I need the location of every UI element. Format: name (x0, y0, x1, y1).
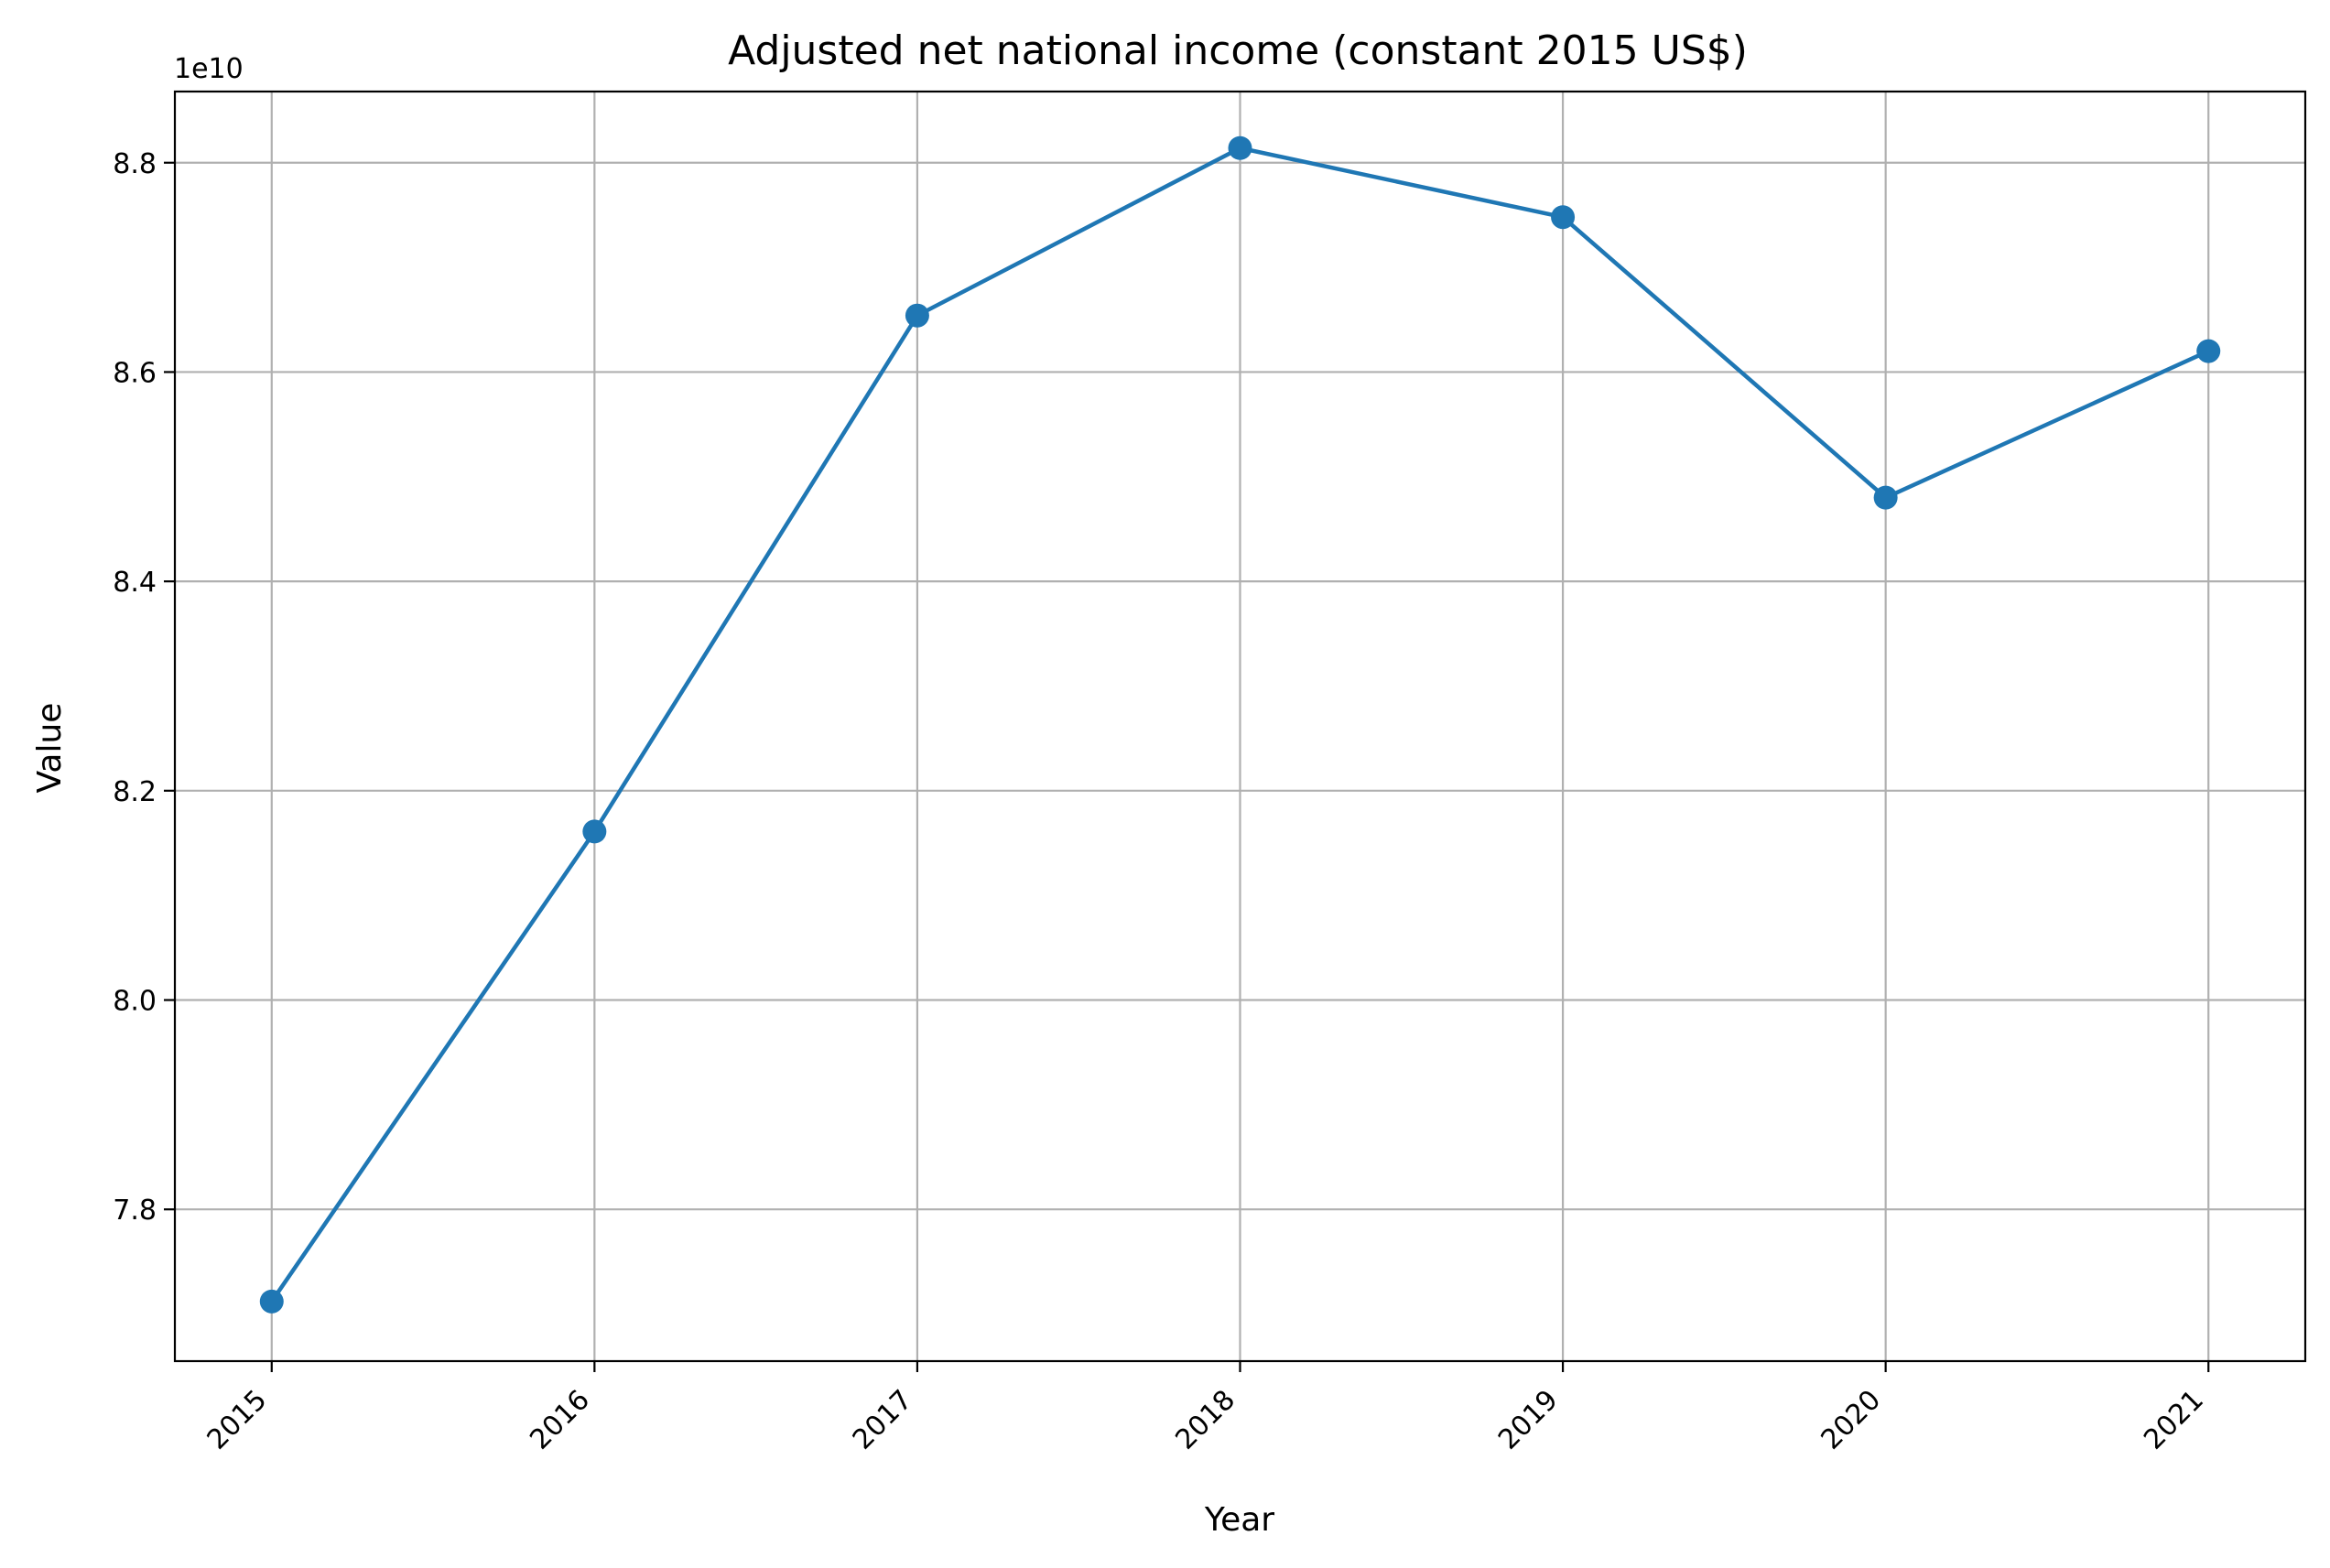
x-tick-label: 2021 (2138, 1384, 2210, 1456)
data-point (582, 819, 607, 844)
x-tick-label: 2017 (847, 1384, 919, 1456)
x-tick-label: 2018 (1169, 1384, 1241, 1456)
x-tick-label: 2020 (1815, 1384, 1888, 1456)
x-tick-label: 2019 (1492, 1384, 1565, 1456)
y-tick-label: 8.6 (113, 357, 157, 389)
data-point (259, 1289, 284, 1314)
axis-ticks: 2015 2016 2017 2018 2019 2020 2021 7.8 8.0 8.2 8.4… (113, 148, 2210, 1456)
y-tick-label: 8.8 (113, 148, 157, 180)
data-point (1873, 485, 1898, 510)
y-tick-label: 8.2 (113, 776, 157, 808)
grid-lines (175, 92, 2305, 1361)
data-series (259, 135, 2221, 1314)
data-point (2196, 339, 2221, 363)
data-point (905, 303, 929, 328)
x-tick-label: 2015 (201, 1384, 274, 1456)
y-tick-label: 8.4 (113, 567, 157, 599)
plot-area-frame (173, 90, 2307, 1363)
y-axis-offset-label: 1e10 (174, 53, 244, 85)
x-axis-label: Year (1204, 1501, 1274, 1539)
y-tick-label: 7.8 (113, 1195, 157, 1227)
y-tick-label: 8.0 (113, 986, 157, 1018)
y-axis-label: Value (31, 703, 69, 794)
x-tick-label: 2016 (524, 1384, 596, 1456)
data-point (1228, 135, 1252, 160)
chart-title: Adjusted net national income (constant 2… (728, 27, 1748, 74)
data-point (1551, 205, 1576, 230)
